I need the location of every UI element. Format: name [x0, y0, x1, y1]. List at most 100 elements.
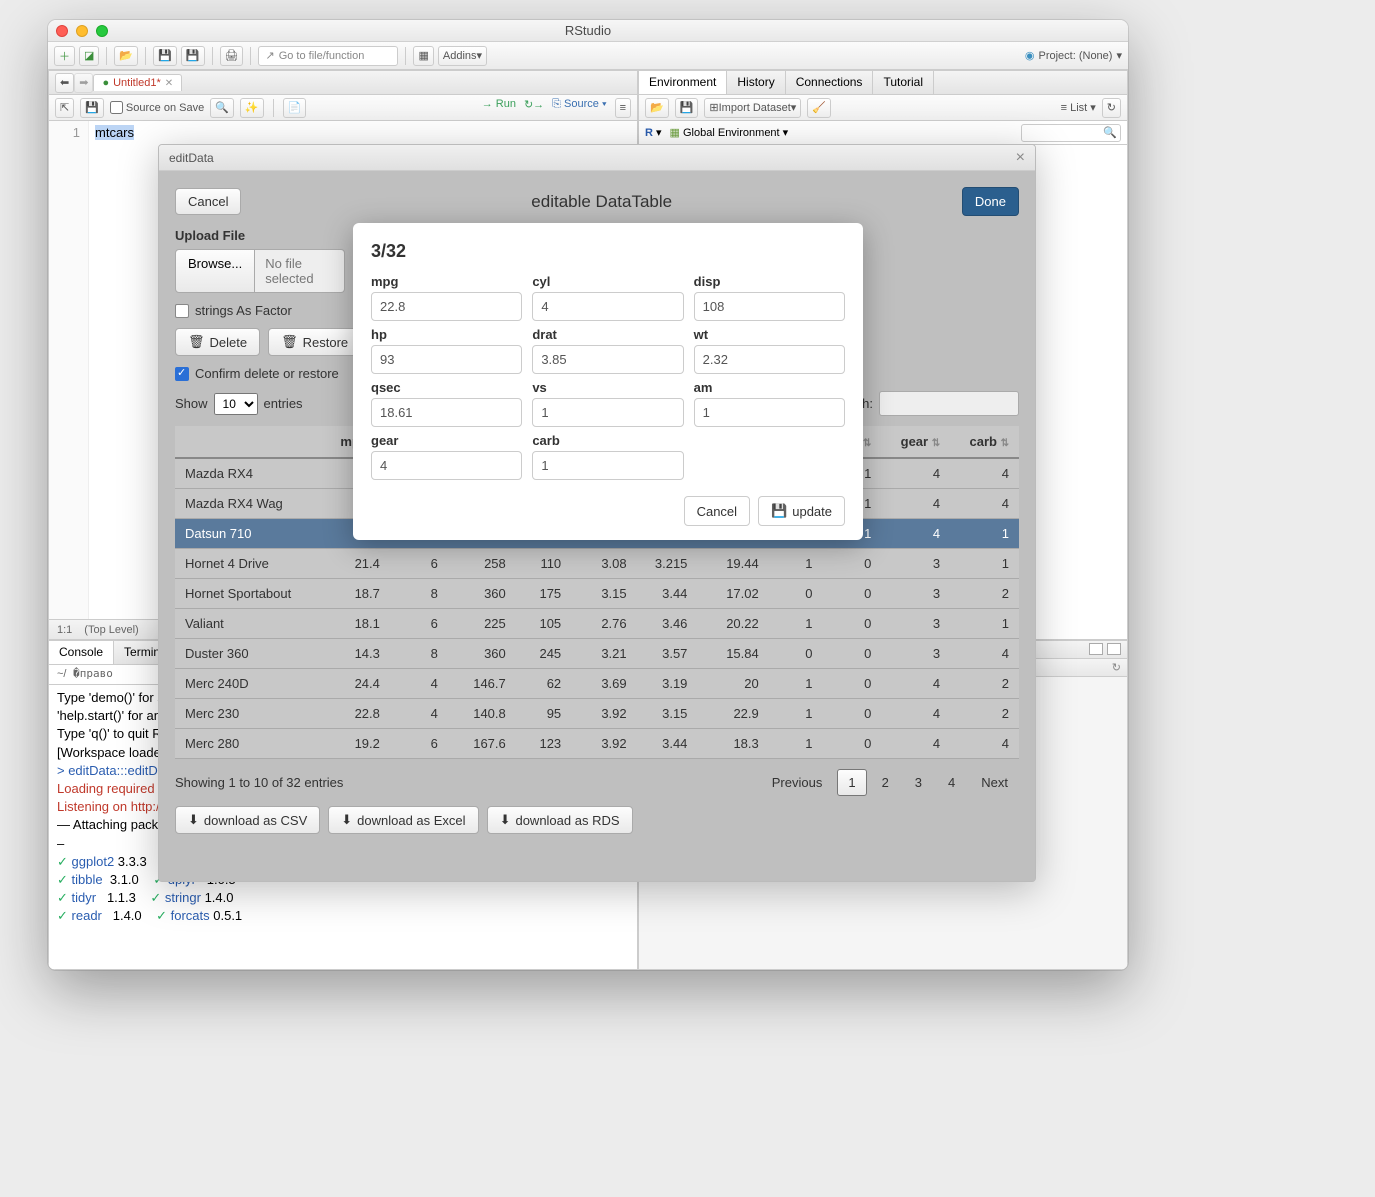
- new-file-button[interactable]: ＋: [54, 46, 75, 66]
- field-input-am[interactable]: [694, 398, 845, 427]
- table-row[interactable]: Hornet 4 Drive21.462581103.083.21519.441…: [175, 549, 1019, 579]
- modal-title: 3/32: [371, 241, 845, 262]
- dialog-title: editData: [169, 151, 214, 165]
- done-button[interactable]: Done: [962, 187, 1019, 216]
- table-row[interactable]: Merc 28019.26167.61233.923.4418.31044: [175, 729, 1019, 759]
- trash-icon: 🗑: [281, 334, 298, 350]
- env-search-input[interactable]: 🔍: [1021, 124, 1121, 142]
- new-project-button[interactable]: ◪: [79, 46, 99, 66]
- column-header[interactable]: [175, 426, 321, 458]
- import-dataset-button[interactable]: ⊞ Import Dataset ▾: [704, 98, 801, 118]
- next-page-button[interactable]: Next: [970, 769, 1019, 796]
- maximize-pane-icon[interactable]: [1107, 643, 1121, 655]
- table-row[interactable]: Merc 23022.84140.8953.923.1522.91042: [175, 699, 1019, 729]
- refresh-env-button[interactable]: ↻: [1102, 98, 1121, 118]
- refresh-viewer-icon[interactable]: ↻: [1112, 661, 1121, 674]
- source-button[interactable]: ⎘ Source ▾: [552, 98, 606, 118]
- compile-button[interactable]: 📄: [283, 98, 307, 118]
- env-tab-environment[interactable]: Environment: [639, 71, 727, 94]
- save-all-button[interactable]: 💾: [181, 46, 205, 66]
- nav-fwd-button[interactable]: ➡: [74, 73, 93, 93]
- field-input-wt[interactable]: [694, 345, 845, 374]
- titlebar: RStudio: [48, 20, 1128, 42]
- browse-button[interactable]: Browse...: [175, 249, 255, 293]
- window-title: RStudio: [48, 23, 1128, 38]
- column-header[interactable]: carb ⇅: [950, 426, 1019, 458]
- save-ws-button[interactable]: 💾: [675, 98, 699, 118]
- table-row[interactable]: Duster 36014.383602453.213.5715.840034: [175, 639, 1019, 669]
- file-name-display: No file selected: [255, 249, 345, 293]
- download-excel-button[interactable]: ⬇download as Excel: [328, 806, 478, 834]
- minimize-pane-icon[interactable]: [1089, 643, 1103, 655]
- field-input-hp[interactable]: [371, 345, 522, 374]
- find-button[interactable]: 🔍: [210, 98, 234, 118]
- outline-button[interactable]: ≡: [615, 98, 631, 118]
- field-input-drat[interactable]: [532, 345, 683, 374]
- rerun-button[interactable]: ↻→: [524, 98, 544, 118]
- page-4-button[interactable]: 4: [937, 769, 966, 796]
- field-label-qsec: qsec: [371, 380, 522, 395]
- search-input[interactable]: [879, 391, 1019, 416]
- close-dialog-icon[interactable]: ×: [1016, 149, 1025, 167]
- field-input-disp[interactable]: [694, 292, 845, 321]
- row-edit-modal: 3/32 mpgcyldisphpdratwtqsecvsamgearcarb …: [353, 223, 863, 540]
- page-length-select[interactable]: 10: [214, 393, 258, 415]
- field-input-gear[interactable]: [371, 451, 522, 480]
- field-input-mpg[interactable]: [371, 292, 522, 321]
- field-label-carb: carb: [532, 433, 683, 448]
- strings-as-factor-checkbox[interactable]: [175, 304, 189, 318]
- scope-menu[interactable]: ▦ Global Environment ▾: [670, 126, 789, 139]
- env-tab-history[interactable]: History: [727, 71, 785, 94]
- code-editor[interactable]: mtcars: [89, 121, 134, 619]
- page-1-button[interactable]: 1: [837, 769, 866, 796]
- download-csv-button[interactable]: ⬇download as CSV: [175, 806, 320, 834]
- table-row[interactable]: Hornet Sportabout18.783601753.153.4417.0…: [175, 579, 1019, 609]
- field-label-wt: wt: [694, 327, 845, 342]
- download-icon: ⬇: [341, 812, 352, 828]
- save-source-button[interactable]: 💾: [80, 98, 104, 118]
- nav-back-button[interactable]: ⬅: [55, 73, 74, 93]
- field-input-cyl[interactable]: [532, 292, 683, 321]
- field-label-cyl: cyl: [532, 274, 683, 289]
- source-tab[interactable]: ● Untitled1* ✕: [93, 74, 182, 91]
- save-button[interactable]: 💾: [153, 46, 177, 66]
- download-rds-button[interactable]: ⬇download as RDS: [487, 806, 633, 834]
- view-mode-menu[interactable]: ≡ List ▾: [1061, 101, 1096, 114]
- clear-ws-button[interactable]: 🧹: [807, 98, 831, 118]
- print-button[interactable]: 🖨: [220, 46, 244, 66]
- page-2-button[interactable]: 2: [871, 769, 900, 796]
- load-ws-button[interactable]: 📂: [645, 98, 669, 118]
- delete-button[interactable]: 🗑Delete: [175, 328, 260, 356]
- field-input-carb[interactable]: [532, 451, 683, 480]
- go-to-file-input[interactable]: ↗ Go to file/function: [258, 46, 398, 66]
- addins-menu[interactable]: Addins ▾: [438, 46, 487, 66]
- close-tab-icon[interactable]: ✕: [165, 78, 173, 89]
- source-on-save-checkbox[interactable]: [110, 101, 123, 114]
- prev-page-button[interactable]: Previous: [761, 769, 834, 796]
- open-file-button[interactable]: 📂: [114, 46, 138, 66]
- popout-button[interactable]: ⇱: [55, 98, 74, 118]
- modal-cancel-button[interactable]: Cancel: [684, 496, 750, 526]
- run-button[interactable]: → Run: [482, 98, 516, 118]
- modal-update-button[interactable]: 💾update: [758, 496, 845, 526]
- column-header[interactable]: gear ⇅: [881, 426, 950, 458]
- wand-button[interactable]: ✨: [240, 98, 264, 118]
- page-3-button[interactable]: 3: [904, 769, 933, 796]
- field-input-vs[interactable]: [532, 398, 683, 427]
- console-tab-console[interactable]: Console: [49, 641, 114, 664]
- confirm-checkbox[interactable]: [175, 367, 189, 381]
- field-label-hp: hp: [371, 327, 522, 342]
- download-icon: ⬇: [500, 812, 511, 828]
- env-tab-connections[interactable]: Connections: [786, 71, 874, 94]
- field-input-qsec[interactable]: [371, 398, 522, 427]
- restore-button[interactable]: 🗑Restore: [268, 328, 361, 356]
- field-label-disp: disp: [694, 274, 845, 289]
- field-label-am: am: [694, 380, 845, 395]
- env-tab-tutorial[interactable]: Tutorial: [873, 71, 934, 94]
- project-menu[interactable]: ◉ Project: (None) ▾: [1025, 49, 1122, 62]
- grid-button[interactable]: ▦: [413, 46, 433, 66]
- table-row[interactable]: Valiant18.162251052.763.4620.221031: [175, 609, 1019, 639]
- cancel-button[interactable]: Cancel: [175, 188, 241, 215]
- table-row[interactable]: Merc 240D24.44146.7623.693.19201042: [175, 669, 1019, 699]
- lang-menu[interactable]: R ▾: [645, 126, 662, 139]
